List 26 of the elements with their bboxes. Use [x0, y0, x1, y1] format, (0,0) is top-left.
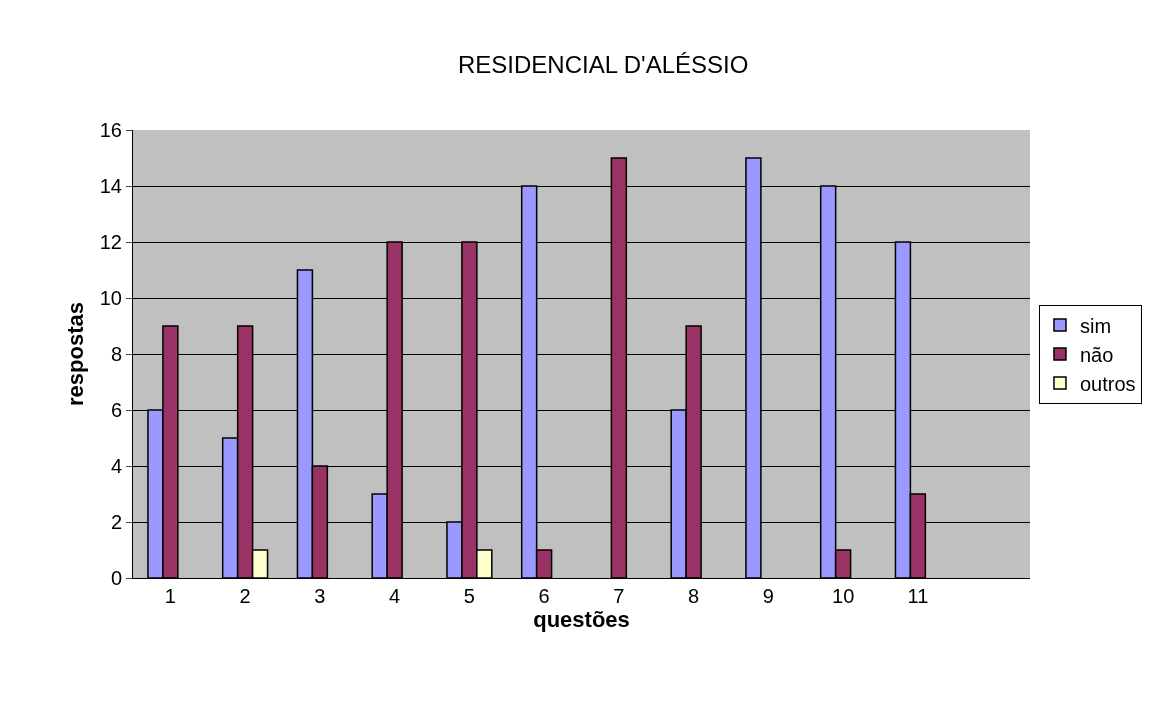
x-tick-label: 2 — [239, 585, 251, 607]
x-tick-label: 1 — [164, 585, 176, 607]
y-tick-label: 10 — [99, 287, 122, 309]
legend-label: outros — [1079, 372, 1136, 395]
chart-title: RESIDENCIAL D'ALÉSSIO — [457, 50, 749, 78]
legend-label: não — [1079, 343, 1114, 366]
x-tick-label: 3 — [314, 585, 326, 607]
x-tick-label: 10 — [832, 585, 855, 607]
x-tick-label: 8 — [688, 585, 700, 607]
y-tick-label: 8 — [110, 343, 122, 365]
x-tick-label: 5 — [463, 585, 475, 607]
x-tick-label: 4 — [389, 585, 401, 607]
y-tick-label: 4 — [110, 455, 122, 477]
y-tick-label: 14 — [99, 175, 122, 197]
y-tick-label: 6 — [110, 399, 122, 421]
x-axis-title: questões — [533, 607, 630, 632]
y-tick-label: 2 — [110, 511, 122, 533]
y-axis-title: respostas — [62, 302, 88, 406]
x-tick-label: 9 — [762, 585, 774, 607]
y-tick-label: 0 — [110, 567, 122, 589]
y-tick-label: 12 — [99, 231, 122, 253]
legend-label: sim — [1079, 314, 1112, 337]
x-tick-label: 6 — [538, 585, 550, 607]
x-tick-label: 7 — [613, 585, 625, 607]
x-tick-label: 11 — [907, 585, 929, 607]
y-tick-label: 16 — [99, 119, 122, 141]
